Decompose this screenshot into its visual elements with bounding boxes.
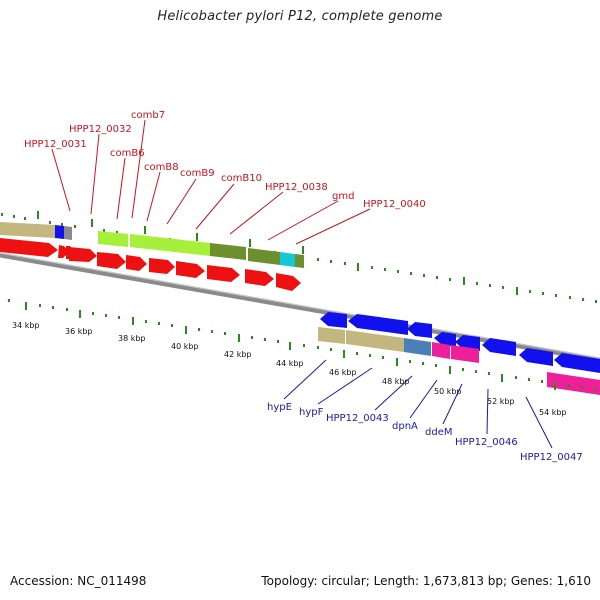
gene-arrow[interactable] (407, 322, 432, 338)
kbp-label: 52 kbp (487, 397, 515, 406)
accession-text: Accession: NC_011498 (10, 574, 147, 588)
label-line (90, 133, 100, 215)
gene-block[interactable] (64, 226, 72, 240)
gene-arrow[interactable] (519, 348, 553, 366)
label-line (374, 375, 413, 411)
label-line (283, 359, 327, 400)
upper-gene-arrows (0, 238, 301, 291)
label-line (267, 200, 339, 241)
gene-label-hpp12-0046[interactable]: HPP12_0046 (455, 437, 518, 448)
gene-arrow[interactable] (149, 258, 175, 274)
gene-label-gmd[interactable]: gmd (332, 191, 354, 202)
gene-block[interactable] (248, 248, 280, 265)
gene-label-hpp12-0043[interactable]: HPP12_0043 (326, 413, 389, 424)
kbp-label: 40 kbp (171, 342, 199, 351)
lower-tick-row (8, 299, 596, 391)
upper-labels: HPP12_0031 HPP12_0032 comB6 comb7 comB8 … (24, 110, 426, 245)
genome-summary-text: Topology: circular; Length: 1,673,813 bp… (261, 574, 591, 588)
kbp-label: 36 kbp (65, 327, 93, 336)
label-line (317, 367, 373, 405)
label-line (195, 183, 235, 230)
label-line (525, 396, 553, 449)
gene-arrow[interactable] (554, 353, 600, 373)
gene-arrow[interactable] (97, 252, 126, 269)
gene-block[interactable] (295, 254, 304, 268)
gene-block[interactable] (451, 345, 479, 363)
label-line (486, 388, 489, 435)
label-line (295, 208, 371, 245)
lower-feature-band (318, 327, 600, 395)
gene-label-comb8[interactable]: comB8 (144, 162, 179, 173)
gene-block[interactable] (547, 372, 600, 395)
kbp-label: 46 kbp (329, 368, 357, 377)
gene-label-hpp12-0031[interactable]: HPP12_0031 (24, 139, 87, 150)
gene-arrow[interactable] (348, 314, 408, 335)
gene-block[interactable] (280, 252, 295, 267)
gene-arrow[interactable] (320, 312, 347, 328)
label-line (146, 171, 161, 222)
gene-block[interactable] (98, 231, 128, 247)
gene-arrow[interactable] (276, 273, 301, 291)
upper-feature-band (0, 222, 304, 268)
label-line (229, 191, 284, 235)
gene-block[interactable] (210, 243, 246, 260)
gene-block[interactable] (404, 338, 431, 356)
gene-arrow[interactable] (434, 332, 456, 347)
gene-block[interactable] (130, 234, 210, 256)
label-line (442, 383, 463, 425)
gene-label-comb6[interactable]: comB6 (110, 148, 145, 159)
kbp-label: 38 kbp (118, 334, 146, 343)
kbp-labels: 34 kbp 36 kbp 38 kbp 40 kbp 42 kbp 44 kb… (12, 321, 567, 417)
gene-arrow[interactable] (482, 338, 516, 356)
gene-arrow[interactable] (0, 238, 58, 257)
gene-label-hypf[interactable]: hypF (299, 407, 324, 418)
gene-label-comb7[interactable]: comb7 (131, 110, 165, 121)
kbp-label: 34 kbp (12, 321, 40, 330)
gene-block[interactable] (346, 330, 404, 352)
kbp-label: 42 kbp (224, 350, 252, 359)
lower-labels: hypE hypF HPP12_0043 dpnA ddeM HPP12_004… (267, 359, 583, 463)
gene-arrow[interactable] (245, 269, 274, 286)
gene-label-dpna[interactable]: dpnA (392, 421, 418, 432)
gene-label-hype[interactable]: hypE (267, 402, 292, 413)
kbp-label: 54 kbp (539, 408, 567, 417)
label-line (51, 148, 71, 212)
gene-arrow[interactable] (69, 247, 97, 262)
kbp-label: 44 kbp (276, 359, 304, 368)
gene-label-comb9[interactable]: comB9 (180, 168, 215, 179)
gene-block[interactable] (55, 225, 64, 239)
gene-block[interactable] (432, 342, 450, 359)
lower-gene-arrows (320, 312, 600, 373)
gene-arrow[interactable] (126, 255, 147, 271)
label-line (166, 178, 197, 225)
gene-arrow[interactable] (176, 261, 205, 278)
gene-block[interactable] (0, 222, 55, 238)
gene-label-hpp12-0032[interactable]: HPP12_0032 (69, 124, 132, 135)
kbp-label: 48 kbp (382, 377, 410, 386)
map-title: Helicobacter pylori P12, complete genome (157, 9, 443, 24)
label-line (409, 379, 438, 419)
label-line (131, 119, 146, 219)
gene-label-comb10[interactable]: comB10 (221, 173, 262, 184)
gene-label-hpp12-0047[interactable]: HPP12_0047 (520, 452, 583, 463)
gene-arrow[interactable] (207, 265, 240, 282)
gene-label-ddem[interactable]: ddeM (425, 427, 452, 438)
gene-label-hpp12-0038[interactable]: HPP12_0038 (265, 182, 328, 193)
kbp-label: 50 kbp (434, 387, 462, 396)
label-line (116, 157, 126, 220)
gene-block[interactable] (318, 327, 345, 344)
gene-label-hpp12-0040[interactable]: HPP12_0040 (363, 199, 426, 210)
